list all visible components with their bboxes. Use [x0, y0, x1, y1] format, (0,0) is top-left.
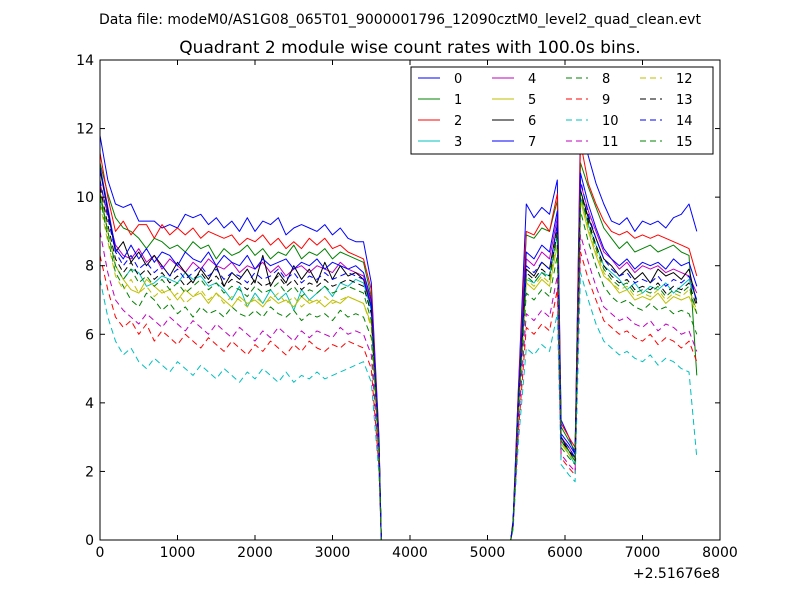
y-tick-label: 0 — [85, 533, 94, 549]
x-tick-label: 3000 — [315, 545, 351, 561]
plot-frame — [99, 59, 721, 541]
series-line-9 — [100, 251, 698, 540]
y-tick-label: 14 — [76, 53, 94, 69]
legend-label-1: 1 — [454, 93, 462, 108]
legend-frame — [410, 66, 714, 155]
x-tick-label: 0 — [96, 545, 105, 561]
y-tick-label: 8 — [85, 259, 94, 275]
x-tick-label: 5000 — [470, 545, 506, 561]
legend-label-3: 3 — [454, 135, 462, 150]
legend-label-14: 14 — [676, 114, 693, 129]
chart-title: Quadrant 2 module wise count rates with … — [179, 38, 640, 58]
legend-label-8: 8 — [602, 72, 610, 87]
legend-label-6: 6 — [528, 114, 536, 129]
y-tick-label: 2 — [85, 464, 94, 480]
legend-label-9: 9 — [602, 93, 610, 108]
legend-label-12: 12 — [676, 72, 693, 87]
y-tick-label: 12 — [76, 122, 94, 138]
axis-ticks: 0 1000 2000 3000 4000 5000 6000 7000 80000246810… — [76, 53, 738, 561]
legend-label-11: 11 — [602, 135, 619, 150]
legend-label-2: 2 — [454, 114, 462, 129]
figure-suptitle: Data file: modeM0/AS1G08_065T01_90000017… — [99, 12, 701, 28]
y-tick-label: 10 — [76, 190, 94, 206]
legend-label-0: 0 — [454, 72, 462, 87]
series-line-15 — [100, 193, 698, 540]
legend-label-4: 4 — [528, 72, 536, 87]
y-tick-label: 4 — [85, 396, 94, 412]
legend-label-7: 7 — [528, 135, 536, 150]
x-tick-label: 6000 — [547, 545, 583, 561]
series-line-12 — [100, 196, 698, 540]
legend-label-15: 15 — [676, 135, 693, 150]
x-tick-label: 1000 — [160, 545, 196, 561]
legend-label-13: 13 — [676, 93, 693, 108]
legend-label-5: 5 — [528, 93, 536, 108]
x-tick-label: 2000 — [237, 545, 273, 561]
y-tick-label: 6 — [85, 327, 94, 343]
series-line-10 — [100, 272, 698, 540]
legend-label-10: 10 — [602, 114, 619, 129]
series-lines — [100, 124, 698, 540]
x-offset-label: +2.51676e8 — [633, 566, 720, 582]
x-tick-label: 7000 — [625, 545, 661, 561]
x-tick-label: 8000 — [702, 545, 738, 561]
x-tick-label: 4000 — [392, 545, 428, 561]
